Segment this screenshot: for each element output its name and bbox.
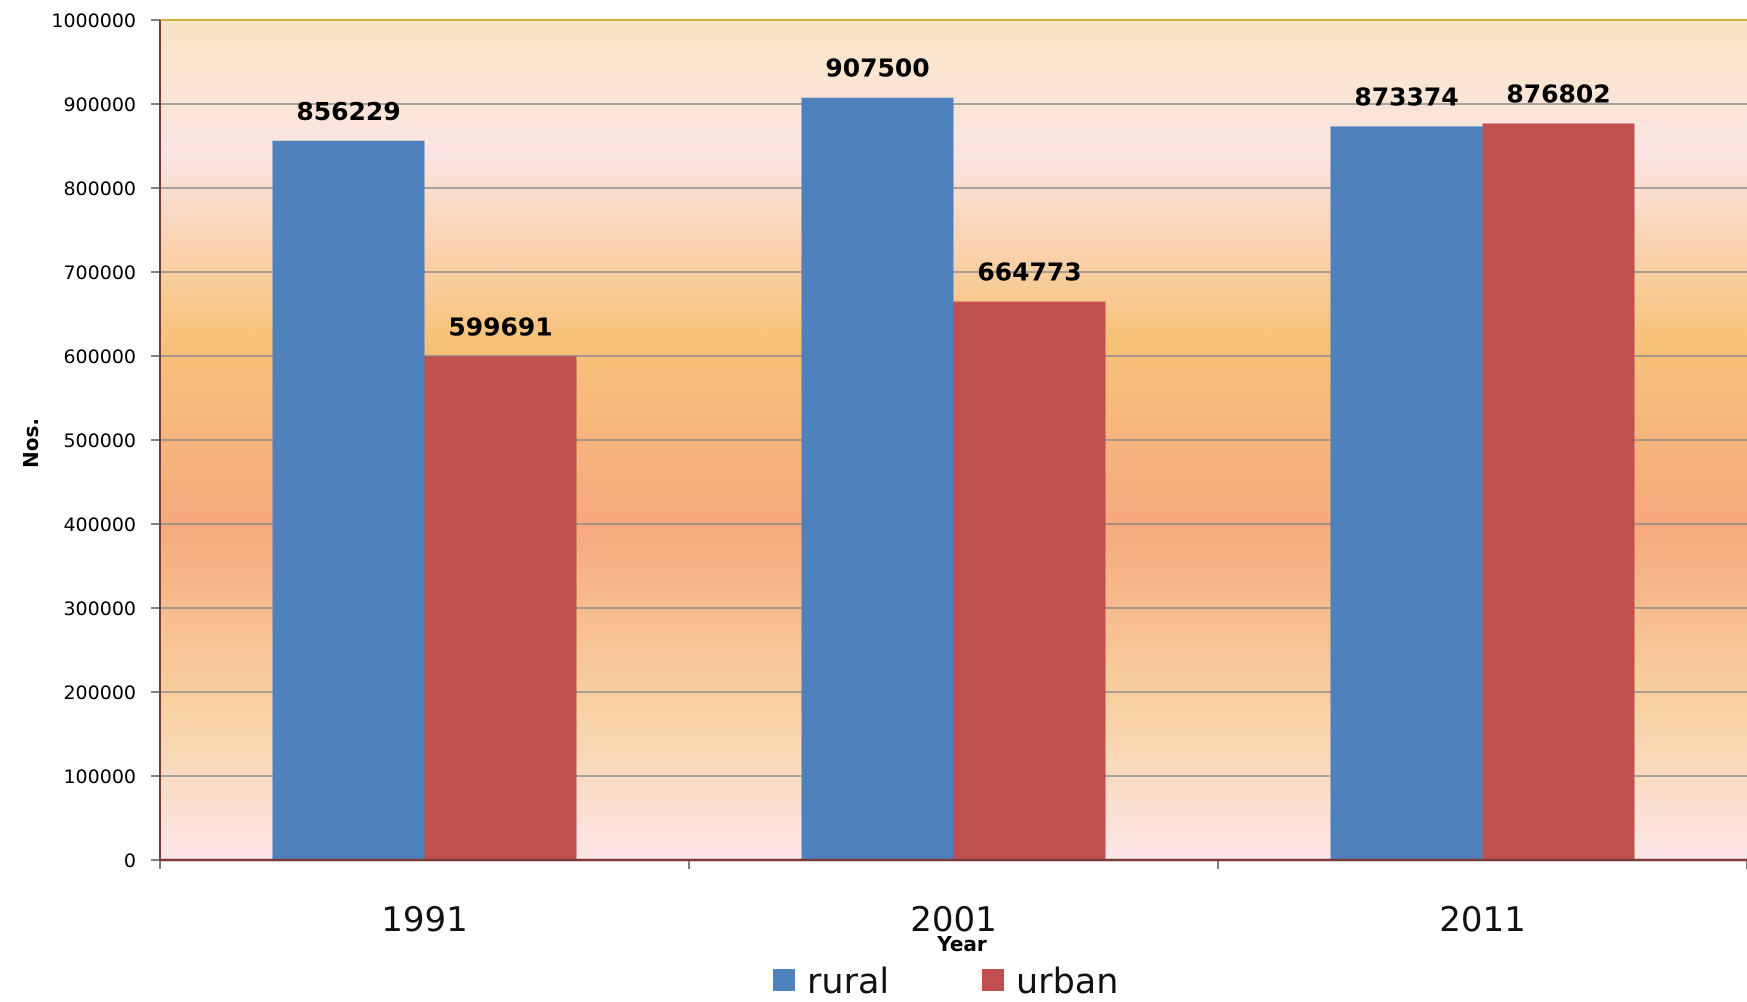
y-tick-label: 200000: [63, 682, 136, 704]
data-label-rural-2011: 873374: [1354, 82, 1458, 111]
data-label-urban-1991: 599691: [448, 312, 552, 341]
axes: [159, 20, 1747, 869]
y-tick-label: 0: [124, 850, 136, 872]
x-category-label: 1991: [381, 900, 468, 940]
data-label-urban-2011: 876802: [1506, 79, 1610, 108]
legend-label-rural: rural: [807, 962, 889, 1002]
y-tick-label: 600000: [63, 346, 136, 368]
bar-rural-2011: [1330, 126, 1483, 860]
y-axis-title: Nos.: [19, 418, 43, 468]
y-tick-label: 500000: [63, 430, 136, 452]
x-axis-title: Year: [936, 932, 987, 956]
y-tick-label: 700000: [63, 262, 136, 284]
y-tick-label: 400000: [63, 514, 136, 536]
x-axis-categories: 1991 2001 2011: [381, 900, 1526, 940]
y-tick-label: 900000: [63, 94, 136, 116]
bar-rural-2001: [801, 97, 954, 860]
y-tick-label: 1000000: [51, 10, 136, 32]
legend-swatch-urban: [982, 969, 1004, 991]
data-label-urban-2001: 664773: [977, 258, 1081, 287]
bar-urban-1991: [424, 356, 577, 860]
legend-label-urban: urban: [1016, 962, 1118, 1002]
x-category-label: 2001: [910, 900, 997, 940]
y-tick-label: 100000: [63, 766, 136, 788]
data-label-rural-1991: 856229: [296, 97, 400, 126]
data-label-rural-2001: 907500: [825, 54, 929, 83]
legend: rural urban: [773, 962, 1118, 1002]
y-axis-ticks: 0 100000 200000 300000 400000 500000 600000 700…: [51, 10, 160, 872]
legend-swatch-rural: [773, 969, 795, 991]
bar-urban-2001: [953, 301, 1106, 860]
x-category-label: 2011: [1439, 900, 1526, 940]
data-labels: 856229 599691 907500 664773 873374 876802: [296, 54, 1610, 342]
y-tick-label: 300000: [63, 598, 136, 620]
y-tick-label: 800000: [63, 178, 136, 200]
bars: [272, 97, 1635, 860]
bar-rural-1991: [272, 140, 425, 860]
bar-urban-2011: [1482, 123, 1635, 860]
